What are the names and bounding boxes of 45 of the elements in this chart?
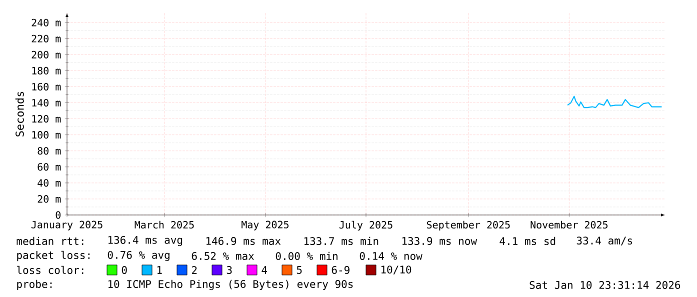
x-tick-label: July 2025 bbox=[339, 220, 392, 231]
y-tick-label: 20 m bbox=[38, 195, 61, 203]
y-tick-label: 120 m bbox=[32, 115, 61, 123]
legend-label: 6-9 bbox=[332, 266, 350, 274]
text: 146.9 ms max bbox=[206, 237, 281, 245]
y-tick-label: 140 m bbox=[32, 98, 61, 107]
text: median rtt: bbox=[16, 236, 84, 246]
x-tick-label: January 2025 bbox=[31, 220, 102, 230]
text: packet loss: bbox=[17, 250, 90, 262]
legend-label: 0 bbox=[122, 266, 127, 274]
y-tick-label: 40 m bbox=[38, 179, 61, 187]
text: 10 ICMP Echo Pings (56 Bytes) every 90s bbox=[108, 280, 353, 290]
x-tick-label: September 2025 bbox=[426, 220, 510, 231]
text: Sat Jan 10 23:31:14 2026 bbox=[530, 281, 680, 289]
text: 4.1 ms sd bbox=[500, 236, 556, 246]
y-tick-label: 80 m bbox=[38, 147, 61, 155]
legend-label: 5 bbox=[296, 266, 302, 274]
text: 136.4 ms avg bbox=[108, 236, 182, 246]
y-tick-label: 240 m bbox=[32, 18, 61, 26]
text: 0.14 % now bbox=[360, 252, 422, 260]
text: 33.4 am/s bbox=[576, 236, 632, 246]
y-tick-label: 160 m bbox=[32, 82, 61, 91]
text: 133.9 ms now bbox=[402, 237, 478, 245]
legend-label: 10/10 bbox=[381, 266, 412, 274]
y-tick-label: 0 bbox=[56, 211, 61, 219]
line-series bbox=[566, 96, 662, 108]
text: 6.52 % max bbox=[192, 252, 254, 260]
y-tick-label: 220 m bbox=[32, 34, 61, 42]
y-tick-label: 200 m bbox=[32, 50, 61, 58]
text: 133.7 ms min bbox=[304, 236, 378, 246]
y-tick-label: 180 m bbox=[32, 66, 61, 74]
y-tick-label: 100 m bbox=[32, 131, 61, 139]
x-tick-label: May 2025 bbox=[242, 220, 289, 230]
legend-title: loss color: bbox=[17, 266, 84, 274]
legend-label: 2 bbox=[192, 266, 197, 274]
y-tick-label: 60 m bbox=[38, 163, 61, 171]
y-axis-title: Seconds bbox=[15, 92, 24, 136]
text: probe: bbox=[17, 280, 52, 290]
x-tick-label: March 2025 bbox=[134, 220, 194, 229]
text: 0.00 % min bbox=[276, 252, 338, 260]
legend-label: 4 bbox=[262, 266, 268, 274]
x-tick-label: November 2025 bbox=[530, 220, 608, 229]
text: 0.76 % avg bbox=[108, 250, 170, 262]
legend-label: 1 bbox=[157, 266, 162, 274]
legend-label: 3 bbox=[226, 266, 232, 274]
